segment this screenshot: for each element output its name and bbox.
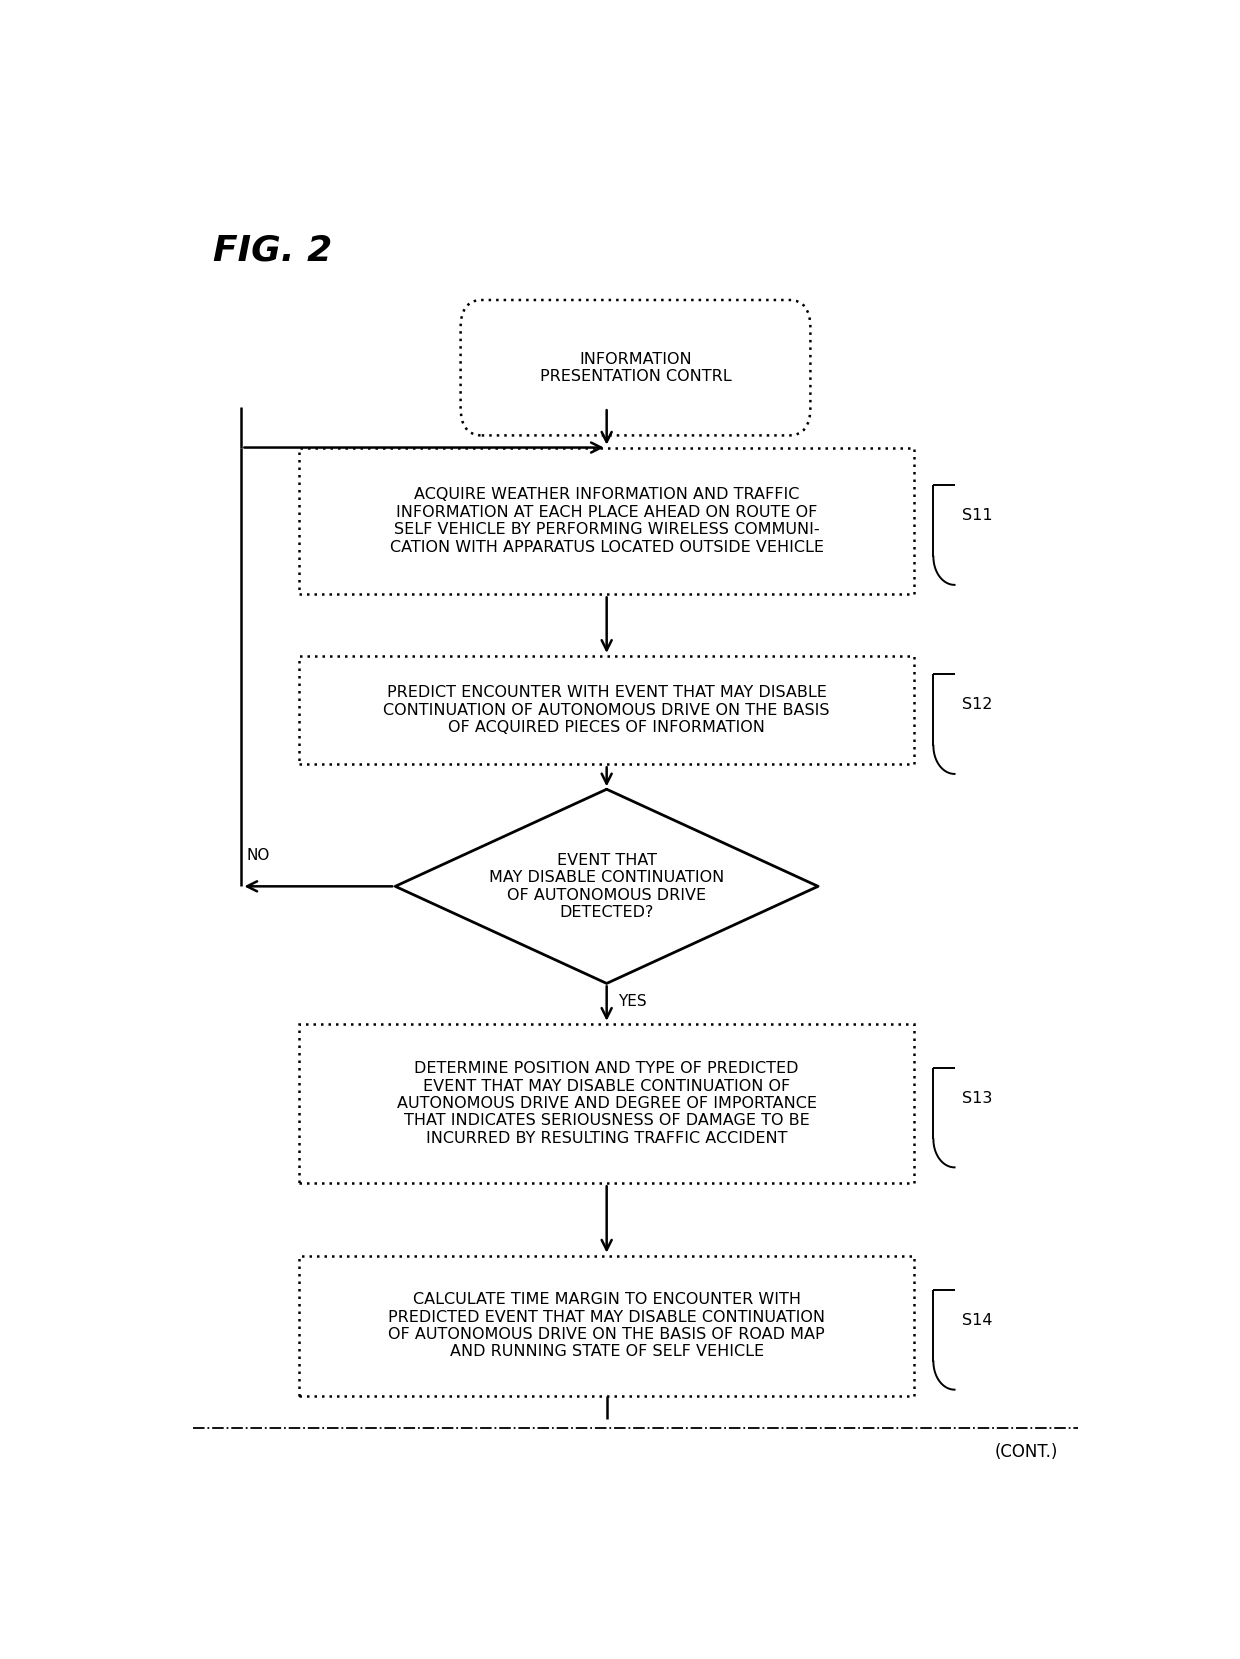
Text: CALCULATE TIME MARGIN TO ENCOUNTER WITH
PREDICTED EVENT THAT MAY DISABLE CONTINU: CALCULATE TIME MARGIN TO ENCOUNTER WITH … xyxy=(388,1292,825,1359)
Text: YES: YES xyxy=(619,994,647,1009)
Text: INFORMATION
PRESENTATION CONTRL: INFORMATION PRESENTATION CONTRL xyxy=(539,352,732,383)
Text: (CONT.): (CONT.) xyxy=(994,1443,1058,1462)
Bar xyxy=(299,1024,914,1183)
Text: S11: S11 xyxy=(962,508,993,523)
Text: S12: S12 xyxy=(962,697,993,712)
Bar xyxy=(299,448,914,594)
Text: EVENT THAT
MAY DISABLE CONTINUATION
OF AUTONOMOUS DRIVE
DETECTED?: EVENT THAT MAY DISABLE CONTINUATION OF A… xyxy=(489,853,724,921)
Text: DETERMINE POSITION AND TYPE OF PREDICTED
EVENT THAT MAY DISABLE CONTINUATION OF
: DETERMINE POSITION AND TYPE OF PREDICTED… xyxy=(397,1062,817,1146)
Text: S14: S14 xyxy=(962,1314,993,1329)
Text: NO: NO xyxy=(247,848,269,863)
Text: S13: S13 xyxy=(962,1092,992,1107)
Text: ACQUIRE WEATHER INFORMATION AND TRAFFIC
INFORMATION AT EACH PLACE AHEAD ON ROUTE: ACQUIRE WEATHER INFORMATION AND TRAFFIC … xyxy=(389,488,823,554)
FancyBboxPatch shape xyxy=(460,300,811,435)
Text: PREDICT ENCOUNTER WITH EVENT THAT MAY DISABLE
CONTINUATION OF AUTONOMOUS DRIVE O: PREDICT ENCOUNTER WITH EVENT THAT MAY DI… xyxy=(383,685,830,735)
Bar xyxy=(299,1256,914,1395)
Text: FIG. 2: FIG. 2 xyxy=(213,234,332,267)
Bar xyxy=(299,655,914,765)
